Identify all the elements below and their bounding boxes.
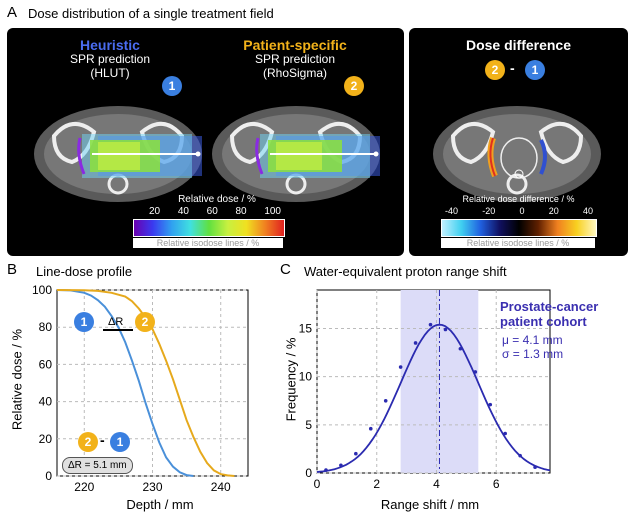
series-line <box>56 289 194 477</box>
chart-b-xlabel: Depth / mm <box>126 497 194 512</box>
y-tick-label: 10 <box>299 370 313 384</box>
fit-params: μ = 4.1 mm σ = 1.3 mm <box>502 333 563 361</box>
data-point <box>339 463 343 468</box>
colorbar-diff-tick: 0 <box>519 206 525 216</box>
ct-image-heuristic <box>34 106 202 202</box>
x-tick-label: 2 <box>373 477 380 491</box>
patient-specific-title: Patient-specific <box>243 37 347 53</box>
patient-specific-line2: (RhoSigma) <box>262 66 328 80</box>
colorbar-dose-tick: 80 <box>235 206 247 217</box>
x-tick-label: 4 <box>433 477 440 491</box>
patient-specific-header: Patient-specific SPR prediction (RhoSigm… <box>225 38 365 80</box>
panel-b-letter: B <box>7 261 18 278</box>
colorbar-dose-tick: 60 <box>206 206 218 217</box>
diff-badge-a: 2 <box>485 60 505 80</box>
colorbar-dose-ticks: 20 40 60 80 100 <box>149 206 281 217</box>
data-point <box>443 327 448 332</box>
data-point <box>428 322 433 327</box>
colorbar-diff-tick: 40 <box>582 206 593 216</box>
y-tick-label: 80 <box>39 320 53 334</box>
colorbar-diff-tick: 20 <box>548 206 559 216</box>
data-point <box>368 426 373 431</box>
chart-b-diff-minus: - <box>100 432 105 448</box>
chart-b-delta-bar <box>103 329 133 331</box>
y-tick-label: 60 <box>39 357 53 371</box>
diff-badge-b: 1 <box>525 60 545 80</box>
chart-b-delta-box: ΔR = 5.1 mm <box>62 457 133 474</box>
fit-sigma: σ = 1.3 mm <box>502 347 564 361</box>
badge-heuristic: 1 <box>162 76 182 96</box>
colorbar-dose-tick: 20 <box>149 206 161 217</box>
y-tick-label: 0 <box>45 469 52 483</box>
x-tick-label: 6 <box>493 477 500 491</box>
y-tick-label: 5 <box>305 418 312 432</box>
colorbar-dose <box>133 219 285 237</box>
data-point <box>473 370 478 374</box>
heuristic-line2: (HLUT) <box>90 66 130 80</box>
y-tick-label: 15 <box>299 322 313 336</box>
colorbar-dose-title: Relative dose / % <box>178 194 256 205</box>
series-line <box>56 289 235 477</box>
data-point <box>458 346 463 351</box>
chart-b-diff-badge-a: 2 <box>78 432 98 452</box>
ct-image-difference <box>433 106 601 202</box>
x-tick-label: 230 <box>142 480 162 494</box>
data-point <box>488 402 493 407</box>
data-point <box>503 431 507 436</box>
chart-b-diff-badge-b: 1 <box>110 432 130 452</box>
panel-c-letter: C <box>280 261 291 278</box>
colorbar-dose-tick: 100 <box>264 206 281 217</box>
y-tick-label: 0 <box>305 466 312 480</box>
range-shift-chart: 0 5 10 15 0 2 4 6 <box>299 289 551 491</box>
chart-b-badge-1: 1 <box>74 312 94 332</box>
colorbar-diff-tick: -20 <box>482 206 496 216</box>
x-tick-label: 220 <box>74 480 94 494</box>
data-point <box>533 465 537 470</box>
colorbar-diff-ticks: -40 -20 0 20 40 <box>445 206 593 216</box>
dose-difference-panel: Dose difference 2 - 1 Relative dose diff… <box>409 28 628 256</box>
colorbar-dose-footer: Relative isodose lines / % <box>133 238 283 248</box>
colorbar-diff-tick: -40 <box>445 206 459 216</box>
x-tick-label: 0 <box>314 477 321 491</box>
cohort-line2: patient cohort <box>500 314 587 329</box>
panel-a-title: Dose distribution of a single treatment … <box>28 6 274 21</box>
colorbar-diff <box>441 219 597 237</box>
ct-image-patient-specific <box>212 106 380 202</box>
heuristic-title: Heuristic <box>80 37 140 53</box>
cohort-label: Prostate-cancer patient cohort <box>500 299 598 329</box>
heuristic-header: Heuristic SPR prediction (HLUT) <box>45 38 175 80</box>
data-point <box>354 451 358 456</box>
colorbar-diff-footer: Relative isodose lines / % <box>441 238 595 248</box>
badge-patient-specific: 2 <box>344 76 364 96</box>
data-point <box>413 341 418 345</box>
chart-b-delta-label: ΔR <box>108 316 124 328</box>
panel-a-letter: A <box>7 4 18 21</box>
x-tick-label: 240 <box>211 480 231 494</box>
data-point <box>383 398 388 403</box>
dose-panel: Heuristic SPR prediction (HLUT) 1 Patien… <box>7 28 404 256</box>
chart-b-badge-2: 2 <box>135 312 155 332</box>
y-tick-label: 20 <box>39 432 53 446</box>
data-point <box>398 365 403 369</box>
colorbar-dose-tick: 40 <box>177 206 189 217</box>
gaussian-fit-line <box>316 323 551 473</box>
data-point <box>324 468 328 472</box>
y-tick-label: 40 <box>39 395 53 409</box>
diff-minus: - <box>510 60 515 76</box>
dose-difference-title: Dose difference <box>465 37 572 53</box>
fit-mu: μ = 4.1 mm <box>502 333 563 347</box>
panel-b-title: Line-dose profile <box>36 264 133 279</box>
panel-c-title: Water-equivalent proton range shift <box>304 264 507 279</box>
y-tick-label: 100 <box>32 283 52 297</box>
data-point <box>518 453 522 458</box>
patient-specific-line1: SPR prediction <box>254 52 336 66</box>
colorbar-diff-title: Relative dose difference / % <box>462 194 575 204</box>
heuristic-line1: SPR prediction <box>69 52 151 66</box>
cohort-line1: Prostate-cancer <box>500 299 599 314</box>
chart-c-xlabel: Range shift / mm <box>380 497 480 512</box>
